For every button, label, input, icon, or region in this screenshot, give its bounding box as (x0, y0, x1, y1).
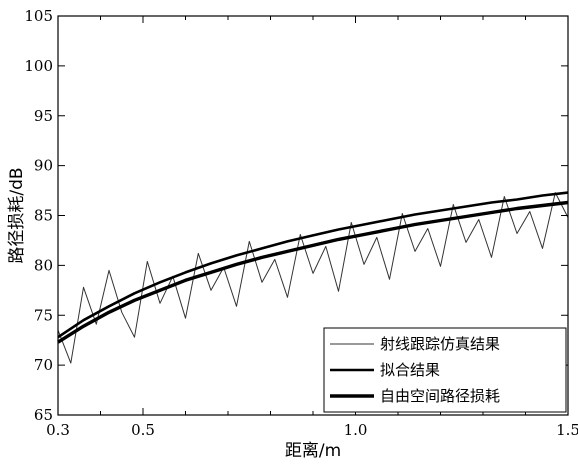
axis-ticks (57, 15, 569, 416)
y-tick-label: 80 (34, 256, 53, 274)
series-line-1 (57, 192, 569, 364)
y-axis-title: 路径损耗/dB (7, 167, 27, 263)
y-tick-label: 85 (34, 207, 53, 225)
y-tick-label: 70 (34, 356, 53, 374)
plot-content (57, 191, 569, 364)
legend-entry-label: 射线跟踪仿真结果 (380, 335, 500, 353)
y-tick-label: 95 (34, 107, 53, 125)
series-line-3 (57, 200, 569, 344)
x-axis-title: 距离/m (285, 441, 341, 461)
y-tick-label: 65 (34, 406, 53, 424)
y-tick-label: 100 (24, 57, 53, 75)
y-tick-label: 75 (34, 306, 53, 324)
x-tick-label: 0.3 (46, 421, 70, 439)
tick-labels: 0.3 0.5 1.0 1.5 65 70 75 80 85 90 95 100 105 (24, 7, 578, 439)
legend-entry-label: 拟合结果 (380, 361, 440, 379)
y-tick-label: 105 (24, 7, 53, 25)
x-tick-label: 1.0 (344, 421, 368, 439)
legend-entry-label: 自由空间路径损耗 (380, 387, 500, 405)
y-tick-label: 90 (34, 157, 53, 175)
x-tick-label: 0.5 (131, 421, 155, 439)
series-line-2 (57, 191, 569, 339)
x-tick-label: 1.5 (556, 421, 578, 439)
